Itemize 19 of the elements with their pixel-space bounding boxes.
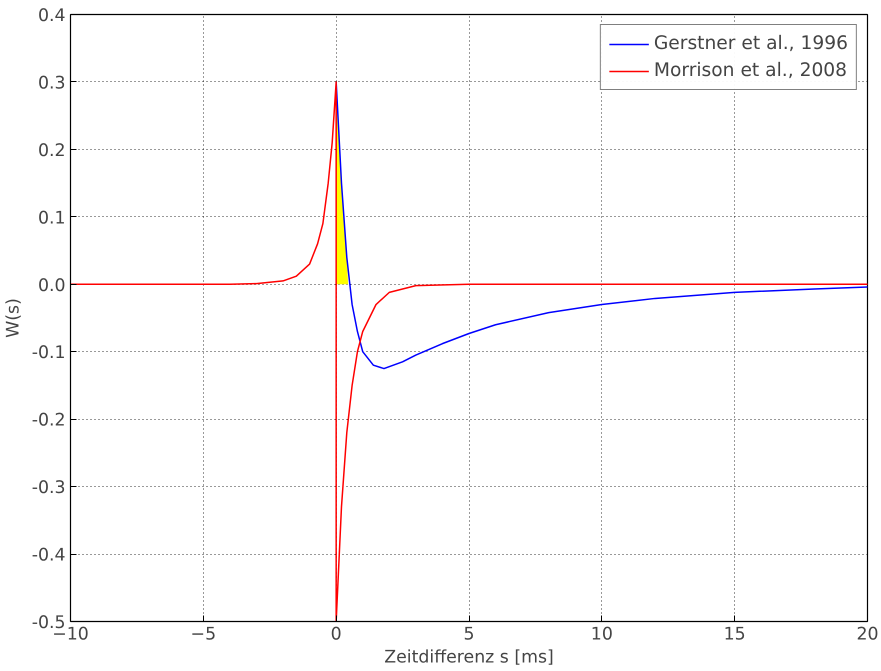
x-tick-label: −5	[190, 624, 216, 644]
legend-label: Morrison et al., 2008	[654, 60, 848, 81]
y-axis-title: W(s)	[4, 298, 24, 338]
x-tick-label: 15	[724, 624, 746, 644]
x-tick-label: 10	[590, 624, 613, 644]
y-tick-label: 0.1	[38, 208, 66, 228]
x-axis-title: Zeitdifferenz s [ms]	[384, 648, 554, 668]
y-tick-label: -0.2	[32, 410, 66, 431]
x-tick-label: 5	[463, 624, 475, 644]
x-tick-label: 0	[330, 624, 342, 644]
y-tick-label: 0.3	[38, 73, 66, 94]
y-tick-label: 0.0	[38, 276, 66, 296]
y-tick-label: -0.4	[32, 546, 66, 566]
y-tick-label: 0.4	[38, 6, 66, 26]
y-tick-label: -0.3	[32, 478, 66, 498]
x-tick-label: 20	[856, 624, 879, 644]
y-tick-label: 0.2	[38, 140, 66, 161]
legend-label: Gerstner et al., 1996	[654, 33, 848, 54]
y-tick-label: -0.1	[32, 343, 66, 364]
